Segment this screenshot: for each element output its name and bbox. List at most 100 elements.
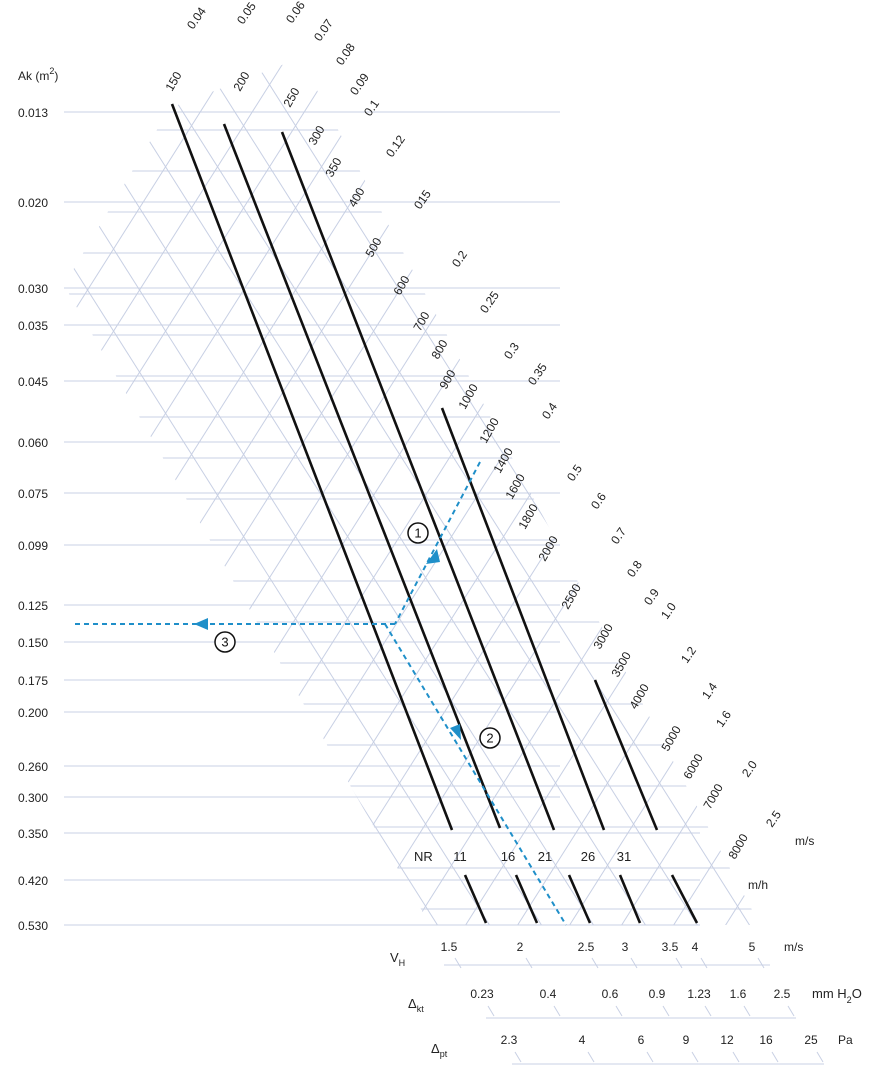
grid-line [735, 58, 760, 925]
step-number: 2 [486, 731, 493, 746]
velocity-tick-label: 2.0 [739, 758, 760, 780]
velocity-tick-label: 2.5 [763, 808, 784, 830]
grid-line [527, 58, 760, 925]
grid-line [215, 58, 760, 925]
vh-tick-label: 2.5 [578, 940, 595, 954]
flow-tick-label: 900 [436, 367, 458, 392]
dpt-tick [691, 1051, 699, 1063]
ak-tick-label: 0.045 [18, 375, 48, 389]
dkt-tick [662, 1005, 670, 1017]
nr-value-label: 21 [538, 849, 552, 864]
nr-curve-tail [463, 874, 488, 924]
grid-line [64, 58, 168, 925]
velocity-tick-label: 0.4 [539, 400, 560, 422]
grid-line [64, 58, 584, 925]
nr-curve [593, 679, 659, 831]
ak-tick-label: 0.420 [18, 874, 48, 888]
velocity-tick-label: 0.07 [311, 16, 336, 43]
velocity-tick-label: 0.2 [449, 248, 470, 270]
grid-line [64, 58, 272, 925]
velocity-tick-label: 0.9 [641, 586, 662, 608]
grid-line [267, 58, 760, 925]
dkt-tick-label: 1.6 [730, 987, 747, 1001]
grid-line [64, 58, 220, 925]
ak-axis-title: Ak (m2) [18, 66, 58, 83]
vh-unit-label: m/s [784, 940, 803, 954]
flow-tick-label: 5000 [658, 723, 684, 753]
ak-tick-label: 0.099 [18, 539, 48, 553]
grid-line [475, 58, 760, 925]
velocity-tick-label: 0.35 [525, 360, 550, 387]
grid-line [267, 58, 760, 925]
dkt-tick-label: 1.23 [687, 987, 711, 1001]
ak-tick-label: 0.200 [18, 706, 48, 720]
ak-tick-label: 0.060 [18, 436, 48, 450]
velocity-tick-label: 0.05 [234, 0, 259, 27]
dkt-tick [615, 1005, 623, 1017]
velocity-tick-label: 1.0 [658, 600, 679, 622]
flow-tick-label: 250 [280, 85, 302, 110]
nr-label: NR [414, 849, 433, 864]
velocity-tick-label: 1.4 [699, 680, 720, 702]
ak-tick-label: 0.150 [18, 636, 48, 650]
nr-curve [170, 103, 454, 831]
nr-value-label: 26 [581, 849, 595, 864]
flow-tick-label: 350 [322, 155, 344, 180]
ak-tick-label: 0.030 [18, 282, 48, 296]
vh-scale-label: VH [390, 950, 405, 968]
grid-line [64, 58, 584, 925]
nr-value-label: 11 [453, 849, 467, 864]
nr-curve-tail [670, 874, 699, 924]
nr-value-label: 16 [501, 849, 515, 864]
ak-tick-label: 0.300 [18, 791, 48, 805]
dkt-tick-label: 0.9 [649, 987, 666, 1001]
flow-tick-label: 500 [362, 235, 384, 260]
grid-line [423, 58, 760, 925]
dpt-tick-label: 6 [638, 1033, 645, 1047]
grid-line [0, 0, 11, 1073]
arrow-step-1 [426, 549, 440, 564]
dkt-tick [787, 1005, 795, 1017]
velocity-tick-label: 0.1 [361, 97, 382, 119]
dkt-tick [743, 1005, 751, 1017]
dpt-tick-label: 4 [579, 1033, 586, 1047]
step-marker [214, 631, 236, 653]
velocity-tick-label: 0.5 [564, 462, 585, 484]
nr-value-label: 31 [617, 849, 631, 864]
dpt-tick [514, 1051, 522, 1063]
vh-tick-label: 3 [622, 940, 629, 954]
grid-line [64, 58, 116, 925]
vh-tick [525, 957, 533, 969]
grid-line [64, 58, 220, 925]
flow-tick-label: 2000 [535, 533, 561, 563]
ak-row-lines [64, 111, 700, 926]
grid-line [579, 58, 760, 925]
grid-line [788, 0, 875, 1073]
vh-tick [675, 957, 683, 969]
velocity-tick-label: 0.3 [501, 340, 522, 362]
grid-line [788, 0, 875, 1073]
grid-line [64, 58, 324, 925]
grid-line [64, 58, 116, 925]
dkt-tick [487, 1005, 495, 1017]
ak-tick-label: 0.350 [18, 827, 48, 841]
ak-tick-label: 0.175 [18, 674, 48, 688]
ak-tick-label: 0.020 [18, 196, 48, 210]
dkt-tick-label: 0.23 [470, 987, 494, 1001]
velocity-tick-label: 0.09 [347, 70, 372, 97]
vh-tick-label: 2 [517, 940, 524, 954]
flow-tick-label: 2500 [558, 581, 584, 611]
grid-line [0, 0, 63, 1073]
ak-tick-label: 0.125 [18, 599, 48, 613]
flow-tick-label: 6000 [680, 751, 706, 781]
grid-line [735, 58, 760, 925]
nr-curve-tail [514, 874, 539, 924]
velocity-tick-label: 0.06 [283, 0, 308, 26]
velocity-tick-label: 0.04 [184, 4, 209, 31]
ak-tick-label: 0.013 [18, 106, 48, 120]
velocity-tick-label: 0.7 [608, 525, 629, 547]
dkt-tick-label: 0.4 [540, 987, 557, 1001]
dpt-tick-label: 12 [720, 1033, 734, 1047]
